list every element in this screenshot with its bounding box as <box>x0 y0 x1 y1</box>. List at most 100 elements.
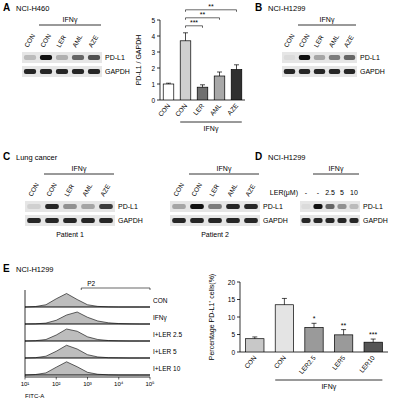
x-tick <box>150 377 151 380</box>
y-tick-label: 0 <box>151 97 155 104</box>
band <box>329 69 340 74</box>
band <box>99 218 113 223</box>
x-tick-label: LER2.5 <box>297 354 317 375</box>
band <box>45 218 59 223</box>
band <box>45 204 59 209</box>
band <box>63 218 77 223</box>
band <box>88 69 100 74</box>
band <box>24 55 36 60</box>
lane-label: 5 <box>340 189 344 196</box>
band <box>190 218 204 223</box>
blot-strip <box>25 201 115 212</box>
blot-strip <box>22 66 102 77</box>
band <box>56 69 68 74</box>
band <box>63 204 77 209</box>
y-tick-label: 2 <box>151 65 155 72</box>
group-label: IFNγ <box>217 165 232 173</box>
bar <box>163 84 174 100</box>
y-tick <box>157 100 160 101</box>
y-tick <box>237 317 240 318</box>
band <box>226 204 240 209</box>
bar <box>364 342 382 352</box>
lane-label: CON <box>190 181 203 197</box>
band <box>172 204 186 209</box>
gate-label: P2 <box>87 280 95 287</box>
x-tick-label: LER <box>192 102 206 116</box>
histogram-baseline <box>25 307 150 308</box>
band <box>313 204 322 209</box>
lane-label: AZE <box>87 33 100 48</box>
lane-label: - <box>305 189 308 196</box>
x-tick-label: AZE <box>226 102 240 117</box>
band <box>337 218 346 223</box>
histogram-label: I+LER 5 <box>153 348 177 355</box>
y-tick <box>237 299 240 300</box>
band <box>299 69 310 74</box>
x-tick-label: 10¹ <box>21 381 30 387</box>
lane-label: AZE <box>244 182 257 197</box>
x-axis-label: FITC-A <box>25 393 44 399</box>
x-tick <box>25 377 26 380</box>
x-tick-label: 10⁵ <box>145 381 155 387</box>
x-tick <box>87 377 88 380</box>
y-axis <box>160 20 161 100</box>
lane-label: LER <box>312 34 325 49</box>
y-tick-label: 15 <box>228 296 236 303</box>
lane-label: AZE <box>342 33 355 48</box>
x-tick-label: 10² <box>52 381 61 387</box>
significance: *** <box>369 331 377 338</box>
lane-label: 10 <box>350 189 358 196</box>
lane-label: CON <box>172 181 185 197</box>
group-label: IFNγ <box>72 165 87 173</box>
histogram-label: I+LER 2.5 <box>153 331 182 338</box>
error-bar <box>282 298 287 304</box>
group-line <box>180 122 242 123</box>
blot-strip <box>25 215 115 226</box>
row-label: GAPDH <box>105 68 130 75</box>
band <box>56 55 68 60</box>
lane-label: AML <box>226 182 239 197</box>
band <box>344 69 355 74</box>
lane-label: CON <box>23 32 36 48</box>
histogram-baseline <box>25 375 150 376</box>
panel-title: NCI-H1299 <box>268 153 306 162</box>
group-line <box>189 174 259 175</box>
x-tick <box>118 377 119 380</box>
blot-caption: Patient 1 <box>56 231 84 238</box>
y-tick-label: 4 <box>151 33 155 40</box>
significance: ** <box>208 3 214 10</box>
x-tick-label: CON <box>157 102 172 118</box>
band <box>40 55 52 60</box>
lane-label: 2.5 <box>325 189 335 196</box>
error-bar <box>183 33 188 41</box>
panel-title: NCI-H1299 <box>16 265 54 274</box>
y-tick <box>237 282 240 283</box>
band <box>72 55 84 60</box>
panel-letter: E <box>3 263 10 274</box>
y-tick <box>237 334 240 335</box>
band <box>301 204 310 209</box>
error-bar <box>312 323 317 327</box>
row-label: PD-L1 <box>360 54 380 61</box>
row-label: GAPDH <box>263 217 288 224</box>
lane-label: CON <box>39 32 52 48</box>
error-bar <box>234 65 239 70</box>
significance: ** <box>341 322 347 329</box>
histogram-label: IFNγ <box>153 314 167 322</box>
group-line <box>39 25 101 26</box>
band <box>314 55 325 60</box>
histogram <box>25 362 150 375</box>
group-label: IFNγ <box>63 16 78 24</box>
y-tick <box>157 36 160 37</box>
band <box>81 218 95 223</box>
panel-title: NCI-H1299 <box>268 4 306 13</box>
group-line <box>44 174 114 175</box>
histogram <box>25 329 150 341</box>
lane-label: AML <box>71 33 84 48</box>
plot-area <box>246 298 383 352</box>
lane-title: LER(μM) <box>270 189 298 197</box>
y-tick <box>237 352 240 353</box>
plot-area <box>163 33 242 100</box>
blot-strip <box>282 52 357 63</box>
band <box>72 69 84 74</box>
